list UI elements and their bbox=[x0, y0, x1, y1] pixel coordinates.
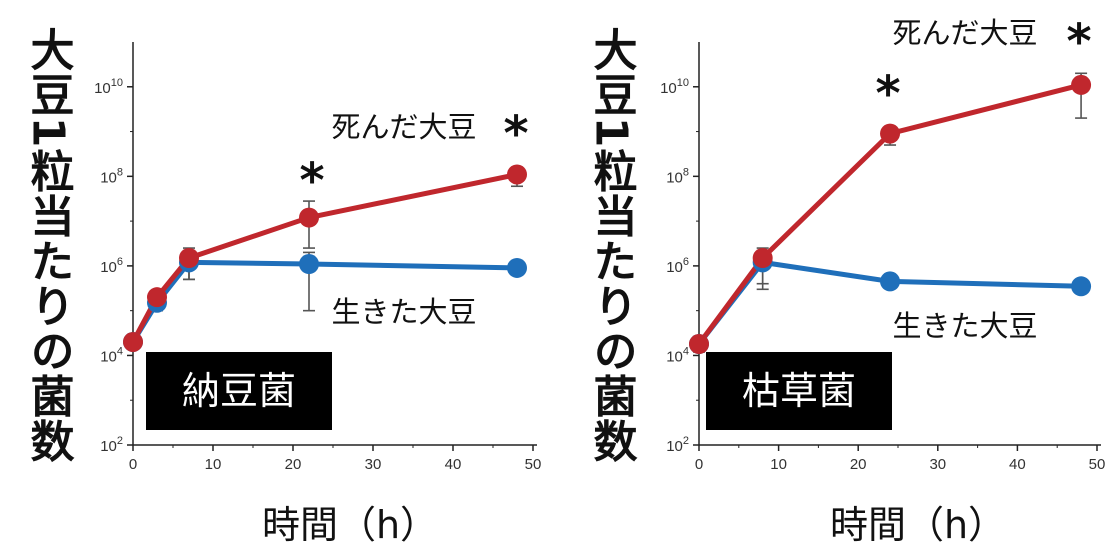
significance-star: * bbox=[503, 106, 528, 162]
series-label-2: 生きた大豆 bbox=[892, 309, 1037, 343]
x-tick-label: 40 bbox=[445, 456, 462, 473]
y-tick-label: 108 bbox=[666, 166, 689, 186]
y-tick-label: 1010 bbox=[660, 77, 689, 97]
x-tick-label: 30 bbox=[929, 456, 946, 473]
y-tick-label: 106 bbox=[100, 256, 123, 276]
significance-star: * bbox=[299, 153, 324, 209]
label-box-text: 納豆菌 bbox=[182, 369, 296, 413]
series-label-1: 死んだ大豆 bbox=[331, 110, 476, 144]
series-label-1: 死んだ大豆 bbox=[892, 16, 1037, 50]
y-tick-label: 102 bbox=[100, 435, 123, 455]
y-tick-label: 104 bbox=[666, 345, 689, 365]
y-tick-label: 1010 bbox=[94, 77, 123, 97]
x-tick-label: 10 bbox=[205, 456, 222, 473]
x-tick-label: 0 bbox=[695, 456, 703, 473]
x-tick-label: 10 bbox=[770, 456, 787, 473]
y-tick-label: 104 bbox=[100, 345, 123, 365]
chart-panel-1: 0 10 20 30 40 50 102 104 106 108 1010 大豆1粒当たりの菌数時間（… bbox=[23, 26, 542, 547]
x-axis-label: 時間（h） bbox=[830, 503, 1006, 547]
label-box-text: 枯草菌 bbox=[742, 369, 856, 413]
x-tick-label: 20 bbox=[285, 456, 302, 473]
label-box bbox=[146, 352, 332, 430]
significance-star: * bbox=[875, 66, 900, 122]
significance-star: * bbox=[1066, 14, 1091, 70]
data-point-series-1 bbox=[1071, 74, 1092, 95]
x-tick-label: 20 bbox=[850, 456, 867, 473]
data-point-series-2 bbox=[507, 257, 527, 278]
x-axis-label: 時間（h） bbox=[262, 503, 438, 547]
x-tick-label: 40 bbox=[1009, 456, 1026, 473]
data-point-series-1 bbox=[147, 287, 167, 308]
y-tick-label: 108 bbox=[100, 166, 123, 186]
chart-panel-2: 0 10 20 30 40 50 102 104 106 108 1010 大豆1粒当たりの菌数時間（… bbox=[586, 14, 1106, 547]
y-axis-label: 大豆1粒当たりの菌数 bbox=[586, 26, 638, 463]
data-point-series-1 bbox=[123, 331, 143, 352]
x-tick-label: 50 bbox=[1089, 456, 1106, 473]
series-line-1 bbox=[696, 82, 1082, 346]
y-tick-label: 102 bbox=[666, 435, 689, 455]
data-point-series-2 bbox=[299, 254, 319, 275]
data-point-series-1 bbox=[179, 248, 199, 269]
x-tick-label: 0 bbox=[129, 456, 137, 473]
data-point-series-2 bbox=[880, 271, 901, 292]
data-point-series-1 bbox=[752, 248, 773, 269]
x-tick-label: 30 bbox=[365, 456, 382, 473]
data-point-series-1 bbox=[299, 207, 319, 228]
x-tick-label: 50 bbox=[525, 456, 542, 473]
series-label-2: 生きた大豆 bbox=[331, 295, 476, 329]
label-box bbox=[706, 352, 892, 430]
data-point-series-2 bbox=[1071, 276, 1092, 297]
y-tick-label: 106 bbox=[666, 256, 689, 276]
y-axis-label: 大豆1粒当たりの菌数 bbox=[23, 26, 75, 463]
data-point-series-1 bbox=[689, 334, 709, 355]
data-point-series-1 bbox=[880, 123, 901, 144]
data-point-series-1 bbox=[507, 164, 527, 185]
